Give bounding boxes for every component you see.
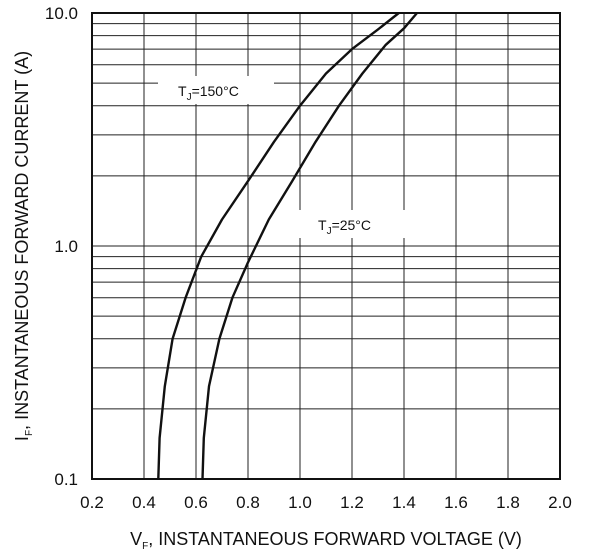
x-tick-label: 1.4 <box>392 493 416 512</box>
x-tick-label: 1.2 <box>340 493 364 512</box>
y-tick-label: 1.0 <box>54 237 78 256</box>
x-tick-label: 1.8 <box>496 493 520 512</box>
y-axis-label: IF, INSTANTANEOUS FORWARD CURRENT (A) <box>12 51 35 441</box>
x-tick-label: 0.4 <box>132 493 156 512</box>
series-label-150c: TJ=150°C <box>158 76 274 104</box>
series-line-1 <box>201 12 418 480</box>
plot-frame <box>91 12 561 480</box>
x-tick-label: 0.8 <box>236 493 260 512</box>
x-tick-label: 2.0 <box>548 493 572 512</box>
x-tick-label: 0.6 <box>184 493 208 512</box>
x-tick-label: 0.2 <box>80 493 104 512</box>
grid <box>91 12 561 480</box>
y-tick-label: 0.1 <box>54 470 78 489</box>
series-label-150c-bg <box>158 76 274 104</box>
series-label-25c-bg <box>298 210 410 238</box>
series-label-25c: TJ=25°C <box>298 210 410 238</box>
x-axis-label: VF, INSTANTANEOUS FORWARD VOLTAGE (V) <box>130 529 522 552</box>
x-tick-label: 1.0 <box>288 493 312 512</box>
y-tick-labels: 0.1 1.0 10.0 <box>45 4 78 489</box>
y-tick-label: 10.0 <box>45 4 78 23</box>
series-line-0 <box>157 12 400 480</box>
series-label-25c-text: TJ=25°C <box>318 217 371 237</box>
x-tick-labels: 0.2 0.4 0.6 0.8 1.0 1.2 1.4 1.6 1.8 2.0 <box>80 493 572 512</box>
series-label-150c-text: TJ=150°C <box>178 83 239 103</box>
x-tick-label: 1.6 <box>444 493 468 512</box>
curves <box>157 12 418 480</box>
